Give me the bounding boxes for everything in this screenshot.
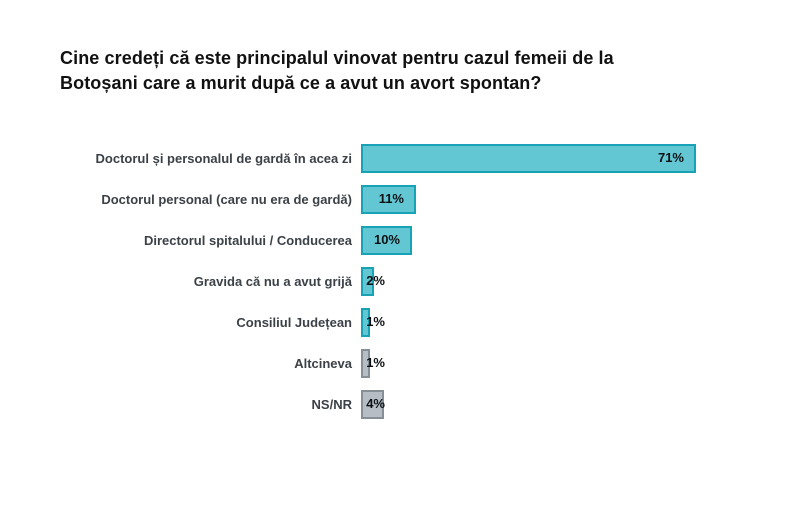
bar bbox=[361, 349, 370, 378]
bar bbox=[361, 185, 416, 214]
row-label: Consiliul Județean bbox=[236, 315, 352, 330]
bar-track: 10% bbox=[361, 225, 780, 256]
bar bbox=[361, 308, 370, 337]
chart-row: NS/NR 4% bbox=[60, 384, 780, 425]
bar bbox=[361, 267, 374, 296]
value-label: 11% bbox=[378, 191, 404, 206]
row-label: Altcineva bbox=[294, 356, 352, 371]
value-label: 1% bbox=[366, 314, 385, 329]
row-label: NS/NR bbox=[311, 397, 352, 412]
bar bbox=[361, 226, 412, 255]
bar-track: 1% bbox=[361, 307, 780, 338]
page-title-line-2: Botoșani care a murit după ce a avut un … bbox=[60, 73, 542, 93]
chart-row: Doctorul și personalul de gardă în acea … bbox=[60, 138, 780, 179]
bar-track: 1% bbox=[361, 348, 780, 379]
page-title: Cine credeți că este principalul vinovat… bbox=[60, 46, 720, 96]
row-label: Doctorul și personalul de gardă în acea … bbox=[95, 151, 352, 166]
bar-track: 71% bbox=[361, 143, 780, 174]
bar bbox=[361, 144, 696, 173]
bar-chart: Doctorul și personalul de gardă în acea … bbox=[60, 138, 780, 425]
value-label: 10% bbox=[373, 232, 400, 247]
value-label: 4% bbox=[366, 396, 385, 411]
value-label: 1% bbox=[366, 355, 385, 370]
row-label: Directorul spitalului / Conducerea bbox=[143, 233, 352, 248]
bar-track: 2% bbox=[361, 266, 780, 297]
chart-row: Altcineva 1% bbox=[60, 343, 780, 384]
chart-row: Doctorul personal (care nu era de gardă)… bbox=[60, 179, 780, 220]
chart-row: Gravida că nu a avut grijă 2% bbox=[60, 261, 780, 302]
bar-track: 11% bbox=[361, 184, 780, 215]
value-label: 71% bbox=[657, 150, 684, 165]
chart-row: Consiliul Județean 1% bbox=[60, 302, 780, 343]
value-label: 2% bbox=[366, 273, 385, 288]
chart-row: Directorul spitalului / Conducerea 10% bbox=[60, 220, 780, 261]
bar-track: 4% bbox=[361, 389, 780, 420]
row-label: Gravida că nu a avut grijă bbox=[193, 274, 352, 289]
page-title-line-1: Cine credeți că este principalul vinovat… bbox=[60, 48, 614, 68]
row-label: Doctorul personal (care nu era de gardă) bbox=[101, 192, 352, 207]
bar bbox=[361, 390, 384, 419]
